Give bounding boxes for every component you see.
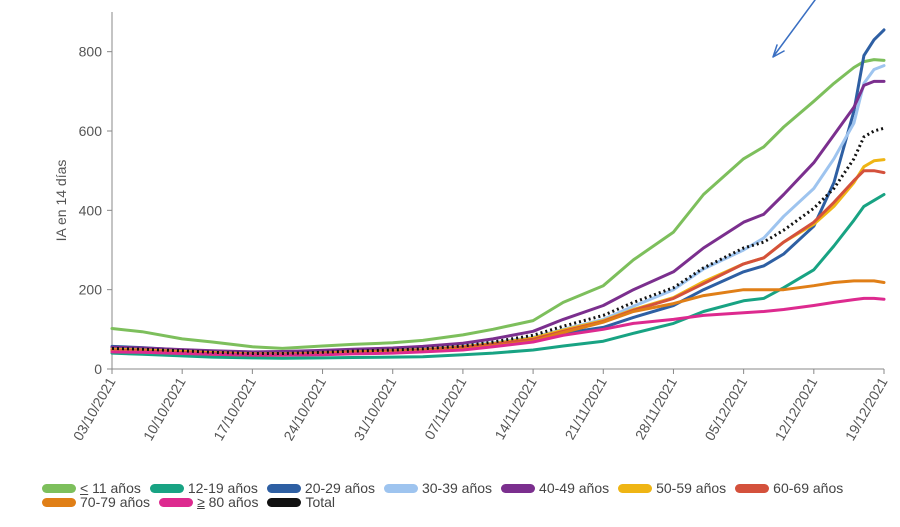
x-tick-label: 28/11/2021 <box>632 374 680 442</box>
legend-item: Total <box>267 495 335 509</box>
chart-axes <box>107 12 885 374</box>
legend-label: ≥ 80 años <box>197 494 259 510</box>
y-tick-label: 400 <box>79 202 103 218</box>
arrow-annotation-icon <box>772 0 816 58</box>
x-tick-label: 19/12/2021 <box>842 374 891 443</box>
legend-item: 12-19 años <box>149 480 258 496</box>
legend-label: 50-59 años <box>656 480 727 496</box>
legend-swatch <box>42 497 76 507</box>
legend-swatch <box>266 483 301 493</box>
legend-swatch <box>42 483 76 493</box>
x-tick-label: 21/11/2021 <box>561 374 609 442</box>
legend-swatch <box>159 497 194 507</box>
legend-item: 30-39 años <box>383 480 493 496</box>
y-axis-label: IA en 14 días <box>53 160 69 242</box>
legend-label: 40-49 años <box>539 480 610 496</box>
legend-label: 30-39 años <box>421 480 493 496</box>
chart-series-lines <box>110 28 886 360</box>
legend-swatch <box>383 483 418 493</box>
legend-swatch <box>267 497 302 507</box>
x-tick-label: 24/10/2021 <box>280 374 329 443</box>
legend-label: 12-19 años <box>187 480 258 496</box>
legend-label: 70-79 años <box>80 494 151 510</box>
y-tick-label: 200 <box>79 282 103 298</box>
y-tick-label: 0 <box>94 361 102 377</box>
x-tick-label: 10/10/2021 <box>140 374 189 443</box>
legend-label: 20-29 años <box>304 480 375 496</box>
y-tick-label: 600 <box>79 123 103 139</box>
x-tick-label: 03/10/2021 <box>70 374 119 443</box>
legend-item: ≥ 80 años <box>159 495 258 509</box>
legend-label: 60-69 años <box>773 480 844 496</box>
series-line-total <box>111 126 885 355</box>
x-tick-label: 05/12/2021 <box>701 374 750 443</box>
legend-item: < 11 años <box>42 481 141 495</box>
legend-item: 70-79 años <box>42 495 150 509</box>
series-line-20-29-a-os <box>110 28 886 355</box>
x-tick-label: 07/11/2021 <box>421 374 469 442</box>
x-tick-label: 14/11/2021 <box>491 374 539 442</box>
legend-swatch <box>149 483 184 493</box>
legend-swatch <box>618 483 653 493</box>
x-tick-label: 17/10/2021 <box>210 374 259 443</box>
x-tick-label: 31/10/2021 <box>350 374 399 443</box>
legend-label: < 11 años <box>80 480 141 496</box>
series-line-12-19-a-os <box>110 193 886 360</box>
legend-swatch <box>735 483 770 493</box>
legend-item: 50-59 años <box>618 481 726 495</box>
series-line-50-59-a-os <box>110 158 886 356</box>
x-tick-label: 12/12/2021 <box>772 374 821 443</box>
legend-swatch <box>501 483 536 493</box>
legend-item: 40-49 años <box>501 481 609 495</box>
series-line--11-a-os <box>110 58 886 350</box>
series-line-40-49-a-os <box>110 79 886 354</box>
chart-tick-labels: 0 200 400 600 800 IA en 14 días 03/10/2021 10/1… <box>53 44 891 444</box>
legend-row: 70-79 años ≥ 80 años Total <box>42 495 892 509</box>
legend-row: < 11 años 12-19 años 20-29 años 30-39 años 4… <box>42 481 892 495</box>
chart-legend: < 11 años 12-19 años 20-29 años 30-39 años 4… <box>42 481 892 509</box>
legend-label: Total <box>305 494 336 510</box>
series-line--80-a-os <box>110 296 886 357</box>
legend-item: 60-69 años <box>735 481 843 495</box>
y-tick-label: 800 <box>79 44 103 60</box>
legend-item: 20-29 años <box>266 480 375 496</box>
line-chart: 0 200 400 600 800 IA en 14 días 03/10/2021 10/1… <box>53 0 891 444</box>
